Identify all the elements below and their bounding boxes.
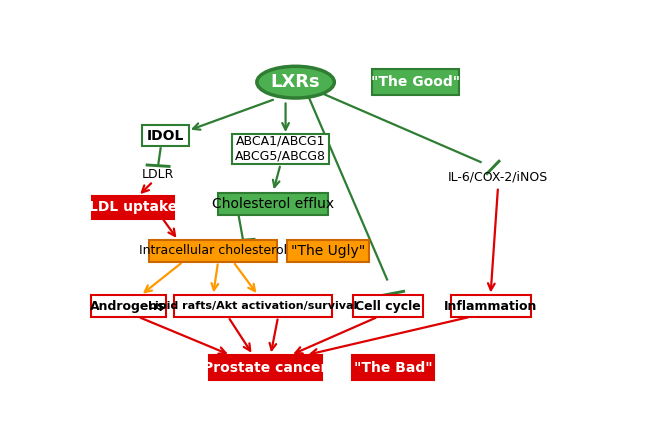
Text: Cholesterol efflux: Cholesterol efflux — [212, 197, 334, 211]
FancyBboxPatch shape — [450, 295, 530, 317]
Text: Prostate cancer: Prostate cancer — [203, 361, 328, 375]
FancyBboxPatch shape — [372, 69, 459, 95]
FancyBboxPatch shape — [90, 295, 166, 317]
FancyBboxPatch shape — [353, 295, 423, 317]
FancyBboxPatch shape — [92, 196, 174, 219]
FancyBboxPatch shape — [352, 355, 434, 381]
Text: "The Bad": "The Bad" — [353, 361, 432, 375]
Text: IDOL: IDOL — [147, 128, 184, 143]
FancyBboxPatch shape — [232, 134, 330, 164]
FancyBboxPatch shape — [287, 240, 370, 262]
Text: LXRs: LXRs — [271, 73, 321, 91]
FancyBboxPatch shape — [174, 295, 332, 317]
Text: IL-6/COX-2/iNOS: IL-6/COX-2/iNOS — [448, 171, 548, 184]
Ellipse shape — [257, 66, 334, 98]
Text: "The Ugly": "The Ugly" — [291, 244, 365, 258]
Text: LDLR: LDLR — [142, 168, 174, 181]
FancyBboxPatch shape — [210, 355, 322, 381]
Text: Inflammation: Inflammation — [444, 299, 537, 312]
Text: Intracellular cholesterol: Intracellular cholesterol — [139, 244, 287, 257]
Text: Lipid rafts/Akt activation/survival: Lipid rafts/Akt activation/survival — [148, 301, 358, 311]
Text: ABCA1/ABCG1
ABCG5/ABCG8: ABCA1/ABCG1 ABCG5/ABCG8 — [235, 135, 326, 163]
Text: LDL uptake: LDL uptake — [89, 201, 177, 214]
Text: Androgens: Androgens — [90, 299, 166, 312]
FancyBboxPatch shape — [142, 125, 190, 147]
Text: "The Good": "The Good" — [371, 75, 460, 89]
FancyBboxPatch shape — [218, 193, 328, 216]
FancyBboxPatch shape — [150, 240, 277, 262]
Text: Cell cycle: Cell cycle — [355, 299, 421, 312]
